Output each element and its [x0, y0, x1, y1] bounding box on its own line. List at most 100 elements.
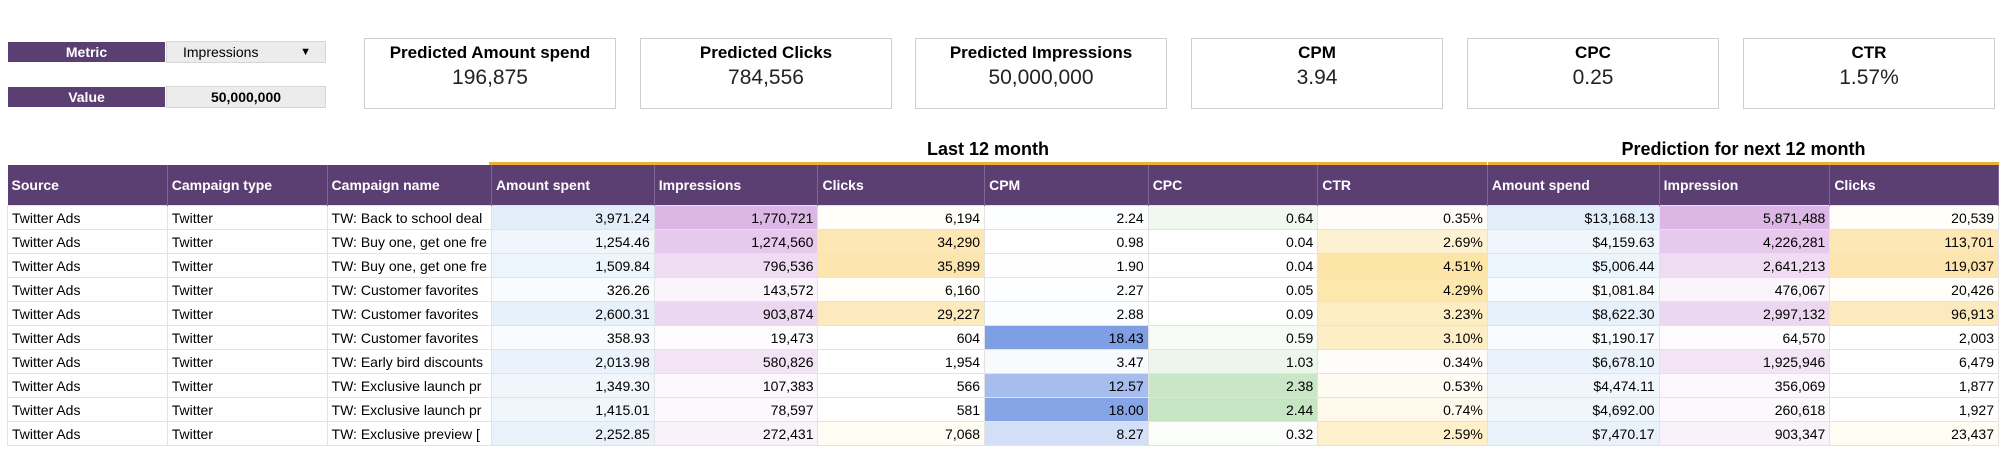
cell-source[interactable]: Twitter Ads: [7, 349, 168, 374]
cell-campaign-name[interactable]: TW: Buy one, get one fre: [326, 229, 492, 254]
cell-pred-clicks[interactable]: 119,037: [1829, 253, 1999, 278]
cell-cpm[interactable]: 3.47: [984, 349, 1149, 374]
cell-amount-spent[interactable]: 358.93: [490, 325, 655, 350]
cell-pred-amount-spend[interactable]: $13,168.13: [1486, 205, 1660, 230]
cell-ctr[interactable]: 4.29%: [1317, 277, 1488, 302]
cell-cpc[interactable]: 2.38: [1147, 373, 1319, 398]
cell-cpc[interactable]: 0.32: [1147, 421, 1319, 446]
cell-ctr[interactable]: 0.35%: [1317, 205, 1488, 230]
cell-pred-clicks[interactable]: 1,877: [1829, 373, 1999, 398]
col-header-amount-spent[interactable]: Amount spent: [491, 165, 655, 206]
cell-pred-clicks[interactable]: 20,539: [1829, 205, 1999, 230]
cell-pred-amount-spend[interactable]: $4,159.63: [1486, 229, 1660, 254]
cell-pred-impression[interactable]: 2,641,213: [1658, 253, 1831, 278]
cell-clicks[interactable]: 29,227: [817, 301, 986, 326]
cell-pred-impression[interactable]: 1,925,946: [1658, 349, 1831, 374]
cell-pred-clicks[interactable]: 6,479: [1829, 349, 1999, 374]
table-row[interactable]: Twitter Ads Twitter TW: Back to school dea…: [7, 205, 1999, 230]
cell-pred-clicks[interactable]: 113,701: [1829, 229, 1999, 254]
cell-pred-amount-spend[interactable]: $5,006.44: [1486, 253, 1660, 278]
cell-campaign-type[interactable]: Twitter: [166, 349, 328, 374]
cell-source[interactable]: Twitter Ads: [7, 205, 168, 230]
cell-cpm[interactable]: 0.98: [984, 229, 1149, 254]
cell-clicks[interactable]: 1,954: [817, 349, 986, 374]
cell-pred-impression[interactable]: 356,069: [1658, 373, 1831, 398]
cell-impressions[interactable]: 796,536: [653, 253, 819, 278]
cell-pred-clicks[interactable]: 2,003: [1829, 325, 1999, 350]
cell-amount-spent[interactable]: 1,509.84: [490, 253, 655, 278]
col-header-cpm[interactable]: CPM: [984, 165, 1149, 206]
cell-pred-clicks[interactable]: 20,426: [1829, 277, 1999, 302]
cell-source[interactable]: Twitter Ads: [7, 421, 168, 446]
table-row[interactable]: Twitter Ads Twitter TW: Exclusive launch p…: [7, 397, 1999, 422]
cell-campaign-type[interactable]: Twitter: [166, 397, 328, 422]
table-row[interactable]: Twitter Ads Twitter TW: Exclusive preview …: [7, 421, 1999, 446]
cell-amount-spent[interactable]: 1,254.46: [490, 229, 655, 254]
cell-campaign-name[interactable]: TW: Exclusive launch pr: [326, 397, 492, 422]
cell-impressions[interactable]: 78,597: [653, 397, 819, 422]
cell-pred-impression[interactable]: 476,067: [1658, 277, 1831, 302]
cell-campaign-type[interactable]: Twitter: [166, 277, 328, 302]
cell-impressions[interactable]: 580,826: [653, 349, 819, 374]
cell-source[interactable]: Twitter Ads: [7, 373, 168, 398]
cell-ctr[interactable]: 4.51%: [1317, 253, 1488, 278]
cell-campaign-type[interactable]: Twitter: [166, 205, 328, 230]
cell-ctr[interactable]: 2.69%: [1317, 229, 1488, 254]
cell-cpc[interactable]: 0.04: [1147, 253, 1319, 278]
cell-pred-amount-spend[interactable]: $4,692.00: [1486, 397, 1660, 422]
table-row[interactable]: Twitter Ads Twitter TW: Customer favorites…: [7, 277, 1999, 302]
col-header-clicks[interactable]: Clicks: [817, 165, 986, 206]
cell-impressions[interactable]: 903,874: [653, 301, 819, 326]
cell-pred-amount-spend[interactable]: $1,081.84: [1486, 277, 1660, 302]
cell-source[interactable]: Twitter Ads: [7, 277, 168, 302]
cell-campaign-type[interactable]: Twitter: [166, 253, 328, 278]
cell-campaign-type[interactable]: Twitter: [166, 229, 328, 254]
cell-clicks[interactable]: 566: [817, 373, 986, 398]
cell-clicks[interactable]: 581: [817, 397, 986, 422]
cell-campaign-name[interactable]: TW: Exclusive preview [: [326, 421, 492, 446]
cell-campaign-type[interactable]: Twitter: [166, 421, 328, 446]
cell-amount-spent[interactable]: 326.26: [490, 277, 655, 302]
cell-clicks[interactable]: 35,899: [817, 253, 986, 278]
col-header-pred-amount-spend[interactable]: Amount spend: [1487, 165, 1660, 206]
cell-campaign-type[interactable]: Twitter: [166, 373, 328, 398]
cell-impressions[interactable]: 19,473: [653, 325, 819, 350]
cell-pred-clicks[interactable]: 23,437: [1829, 421, 1999, 446]
cell-cpm[interactable]: 12.57: [984, 373, 1149, 398]
cell-pred-impression[interactable]: 260,618: [1658, 397, 1831, 422]
cell-ctr[interactable]: 0.34%: [1317, 349, 1488, 374]
cell-campaign-name[interactable]: TW: Customer favorites: [326, 277, 492, 302]
cell-pred-impression[interactable]: 5,871,488: [1658, 205, 1831, 230]
cell-pred-clicks[interactable]: 96,913: [1829, 301, 1999, 326]
cell-pred-impression[interactable]: 64,570: [1658, 325, 1831, 350]
cell-pred-amount-spend[interactable]: $8,622.30: [1486, 301, 1660, 326]
cell-pred-amount-spend[interactable]: $6,678.10: [1486, 349, 1660, 374]
cell-cpm[interactable]: 2.88: [984, 301, 1149, 326]
cell-source[interactable]: Twitter Ads: [7, 301, 168, 326]
cell-cpm[interactable]: 2.27: [984, 277, 1149, 302]
cell-campaign-name[interactable]: TW: Buy one, get one fre: [326, 253, 492, 278]
dropdown-arrow-icon[interactable]: ▼: [300, 46, 311, 58]
cell-impressions[interactable]: 143,572: [653, 277, 819, 302]
cell-clicks[interactable]: 6,194: [817, 205, 986, 230]
cell-ctr[interactable]: 3.10%: [1317, 325, 1488, 350]
cell-amount-spent[interactable]: 1,415.01: [490, 397, 655, 422]
table-row[interactable]: Twitter Ads Twitter TW: Buy one, get one f…: [7, 253, 1999, 278]
cell-amount-spent[interactable]: 2,013.98: [490, 349, 655, 374]
table-row[interactable]: Twitter Ads Twitter TW: Customer favorites…: [7, 325, 1999, 350]
cell-campaign-name[interactable]: TW: Exclusive launch pr: [326, 373, 492, 398]
cell-cpc[interactable]: 0.09: [1147, 301, 1319, 326]
cell-amount-spent[interactable]: 1,349.30: [490, 373, 655, 398]
cell-cpc[interactable]: 0.04: [1147, 229, 1319, 254]
cell-cpm[interactable]: 2.24: [984, 205, 1149, 230]
cell-clicks[interactable]: 7,068: [817, 421, 986, 446]
col-header-impressions[interactable]: Impressions: [654, 165, 819, 206]
col-header-pred-clicks[interactable]: Clicks: [1829, 165, 1999, 206]
cell-ctr[interactable]: 0.74%: [1317, 397, 1488, 422]
cell-clicks[interactable]: 604: [817, 325, 986, 350]
cell-source[interactable]: Twitter Ads: [7, 229, 168, 254]
cell-cpm[interactable]: 18.00: [984, 397, 1149, 422]
cell-campaign-name[interactable]: TW: Customer favorites: [326, 325, 492, 350]
cell-campaign-type[interactable]: Twitter: [166, 325, 328, 350]
cell-impressions[interactable]: 272,431: [653, 421, 819, 446]
